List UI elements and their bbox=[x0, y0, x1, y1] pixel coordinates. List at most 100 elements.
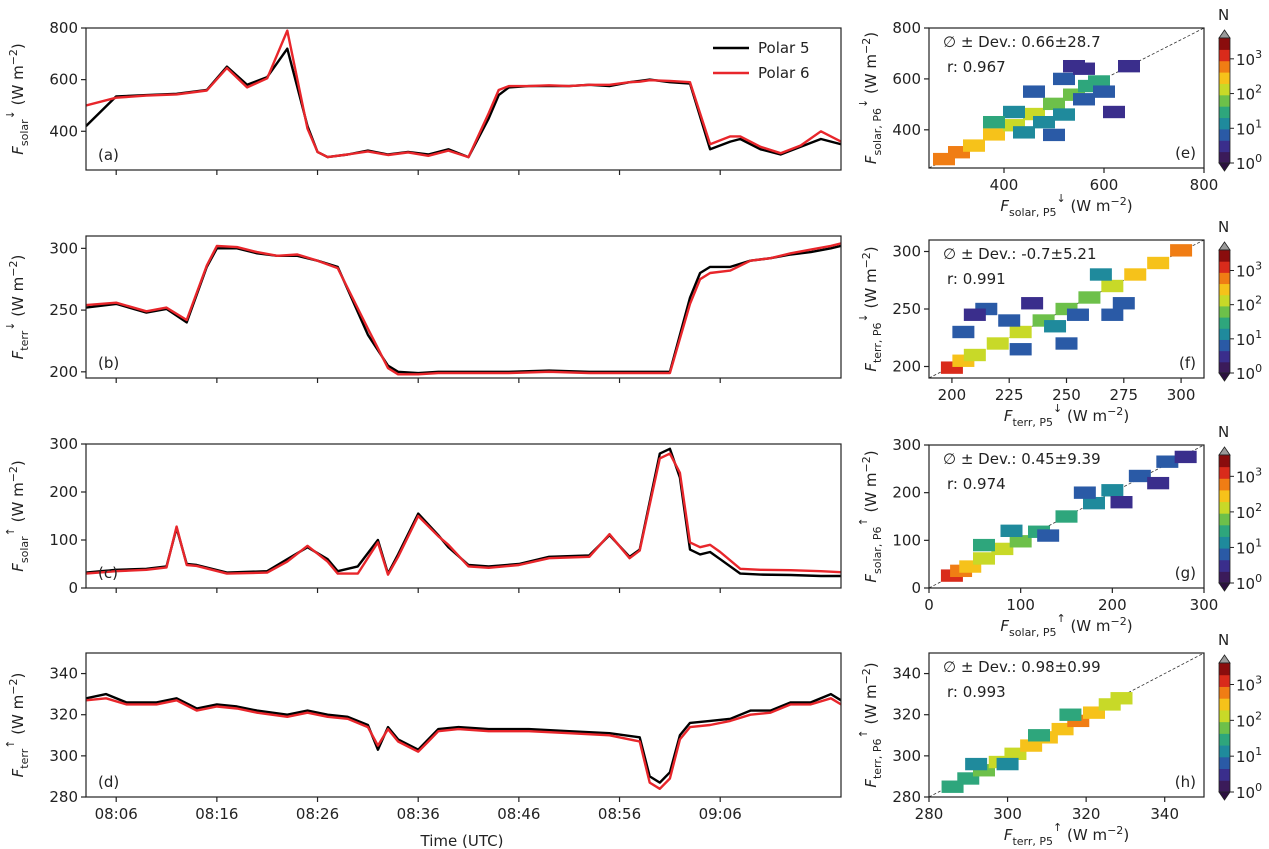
density-cell bbox=[1044, 320, 1066, 332]
density-cell bbox=[1090, 268, 1112, 280]
colorbar-segment bbox=[1219, 769, 1230, 781]
y-tick-label: 200 bbox=[892, 484, 921, 502]
colorbar-segment bbox=[1219, 317, 1230, 329]
y-tick-label: 200 bbox=[892, 358, 921, 376]
colorbar-segment bbox=[1219, 548, 1230, 560]
y-tick-label: 340 bbox=[892, 665, 921, 683]
colorbar-segment bbox=[1219, 362, 1230, 374]
colorbar-extend-top bbox=[1219, 655, 1230, 663]
colorbar-extend-top bbox=[1219, 242, 1230, 250]
panel-label: (c) bbox=[98, 564, 118, 582]
legend: Polar 5 Polar 6 bbox=[713, 39, 810, 82]
x-tick-label: 08:06 bbox=[95, 805, 138, 823]
colorbar-tick-label: 103 bbox=[1236, 465, 1262, 486]
colorbar-segment bbox=[1219, 106, 1230, 118]
colorbar-segment bbox=[1219, 710, 1230, 722]
colorbar: N100101102103 bbox=[1218, 6, 1262, 173]
colorbar-segment bbox=[1219, 61, 1230, 73]
colorbar-extend-top bbox=[1219, 447, 1230, 455]
colorbar-extend-bottom bbox=[1219, 792, 1230, 800]
colorbar-segment bbox=[1219, 339, 1230, 351]
colorbar-segment bbox=[1219, 351, 1230, 363]
x-axis-label: Fterr, P5↓ (W m−2) bbox=[1004, 402, 1129, 429]
colorbar-tick-label: 100 bbox=[1236, 572, 1262, 593]
density-cell bbox=[1078, 291, 1100, 303]
colorbar-segment bbox=[1219, 745, 1230, 757]
density-cell bbox=[1103, 106, 1125, 118]
density-cell bbox=[952, 326, 974, 338]
density-cell bbox=[997, 758, 1019, 770]
colorbar-segment bbox=[1219, 560, 1230, 572]
density-cell bbox=[964, 309, 986, 321]
x-tick-label: 300 bbox=[1190, 596, 1219, 614]
colorbar: N100101102103 bbox=[1218, 631, 1262, 802]
colorbar: N100101102103 bbox=[1218, 218, 1262, 383]
y-tick-label: 320 bbox=[49, 706, 78, 724]
density-cell bbox=[1124, 268, 1146, 280]
colorbar-segment bbox=[1219, 83, 1230, 95]
x-tick-label: 08:46 bbox=[497, 805, 540, 823]
density-cell bbox=[987, 337, 1009, 349]
y-tick-label: 600 bbox=[49, 71, 78, 89]
colorbar-segment bbox=[1219, 733, 1230, 745]
colorbar-segment bbox=[1219, 49, 1230, 61]
density-cell bbox=[965, 758, 987, 770]
y-tick-label: 800 bbox=[892, 19, 921, 37]
colorbar-segment bbox=[1219, 722, 1230, 734]
x-tick-label: 300 bbox=[993, 805, 1022, 823]
panel-label: (h) bbox=[1175, 773, 1196, 791]
stat-mean-dev: ∅ ± Dev.: 0.45±9.39 bbox=[943, 450, 1101, 468]
x-tick-label: 400 bbox=[990, 176, 1019, 194]
x-tick-label: 100 bbox=[1006, 596, 1035, 614]
y-tick-label: 300 bbox=[892, 747, 921, 765]
y-tick-label: 600 bbox=[892, 70, 921, 88]
density-cell bbox=[1028, 729, 1050, 741]
panel-label: (d) bbox=[98, 773, 119, 791]
stat-mean-dev: ∅ ± Dev.: -0.7±5.21 bbox=[943, 245, 1097, 263]
colorbar-tick-label: 101 bbox=[1236, 328, 1262, 349]
colorbar-segment bbox=[1219, 490, 1230, 502]
colorbar-tick-label: 101 bbox=[1236, 745, 1262, 766]
scatter-panels: 400 600 800400600800∅ ± Dev.: 0.66±28.7r: … bbox=[857, 6, 1262, 848]
stat-correlation: r: 0.991 bbox=[947, 270, 1006, 288]
density-cell bbox=[1170, 244, 1192, 256]
density-cell bbox=[1010, 343, 1032, 355]
y-tick-label: 250 bbox=[892, 300, 921, 318]
colorbar-segment bbox=[1219, 72, 1230, 84]
colorbar-title: N bbox=[1218, 218, 1229, 236]
density-cell bbox=[1147, 477, 1169, 489]
colorbar-segment bbox=[1219, 780, 1230, 792]
scatter-panel-h: 280 300 320 340280300320340 ∅ ± Dev.: 0.98±0… bbox=[857, 631, 1262, 848]
stat-correlation: r: 0.967 bbox=[947, 58, 1006, 76]
density-cell bbox=[998, 314, 1020, 326]
density-cell bbox=[1013, 126, 1035, 138]
series-line-polar-5 bbox=[86, 694, 841, 783]
y-axis-label: Fsolar, P6↑ (W m−2) bbox=[857, 450, 884, 582]
density-cell bbox=[1101, 484, 1123, 496]
density-cell bbox=[1043, 98, 1065, 110]
x-tick-label: 320 bbox=[1072, 805, 1101, 823]
x-tick-label: 08:26 bbox=[296, 805, 339, 823]
colorbar-segment bbox=[1219, 686, 1230, 698]
density-cell bbox=[964, 349, 986, 361]
density-cell bbox=[1147, 257, 1169, 269]
panel-label: (f) bbox=[1179, 354, 1196, 372]
density-cell bbox=[1101, 309, 1123, 321]
panel-label: (a) bbox=[98, 146, 119, 164]
colorbar-extend-bottom bbox=[1219, 373, 1230, 381]
colorbar-tick-label: 103 bbox=[1236, 48, 1262, 69]
density-cell bbox=[1101, 280, 1123, 292]
density-cell bbox=[1023, 85, 1045, 97]
colorbar-segment bbox=[1219, 284, 1230, 296]
colorbar-tick-label: 100 bbox=[1236, 152, 1262, 173]
colorbar-segment bbox=[1219, 95, 1230, 107]
plot-frame bbox=[86, 236, 841, 378]
timeseries-panel-a: 400 600 800 (a) Fsolar↓ (W m−2) bbox=[4, 19, 841, 175]
density-cell bbox=[1093, 85, 1115, 97]
density-cell bbox=[1010, 326, 1032, 338]
colorbar-segment bbox=[1219, 118, 1230, 130]
density-cell bbox=[1053, 108, 1075, 120]
colorbar-tick-label: 102 bbox=[1236, 501, 1262, 522]
x-tick-label: 225 bbox=[995, 386, 1024, 404]
